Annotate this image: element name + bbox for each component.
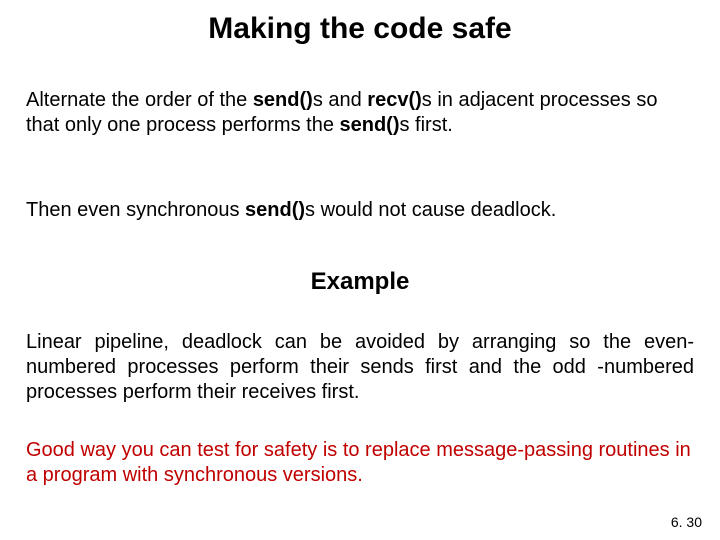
text: s and xyxy=(313,89,367,111)
bold-send: send() xyxy=(253,89,313,111)
text: s would not cause deadlock. xyxy=(305,199,556,221)
bold-send: send() xyxy=(245,199,305,221)
paragraph-2: Then even synchronous send()s would not … xyxy=(26,198,694,223)
text: Then even synchronous xyxy=(26,199,245,221)
text: Alternate the order of the xyxy=(26,89,253,111)
slide: Making the code safe Alternate the order… xyxy=(0,0,720,540)
bold-send: send() xyxy=(340,114,400,136)
slide-number: 6. 30 xyxy=(671,514,702,530)
text-line: Linear pipeline, deadlock can be avoided… xyxy=(26,331,631,353)
paragraph-1: Alternate the order of the send()s and r… xyxy=(26,88,694,138)
subheading-example: Example xyxy=(0,268,720,296)
paragraph-3: Linear pipeline, deadlock can be avoided… xyxy=(26,330,694,405)
slide-title: Making the code safe xyxy=(0,12,720,46)
text: s first. xyxy=(400,114,453,136)
bold-recv: recv() xyxy=(367,89,421,111)
paragraph-4-highlight: Good way you can test for safety is to r… xyxy=(26,438,694,488)
